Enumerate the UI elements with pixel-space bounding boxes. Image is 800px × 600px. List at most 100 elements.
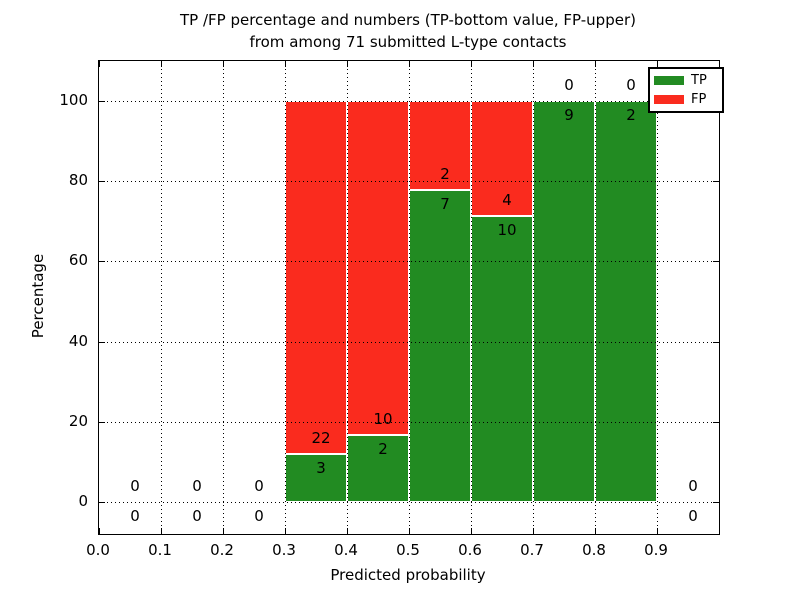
x-tick-mark-top — [223, 61, 224, 67]
x-tick-label: 0.5 — [396, 541, 420, 559]
y-tick-mark-right — [713, 502, 719, 503]
vertical-gridline — [223, 61, 224, 534]
bar-segment-tp — [409, 190, 471, 502]
tp-count-label: 10 — [497, 220, 517, 239]
chart-title-line1: TP /FP percentage and numbers (TP-bottom… — [180, 11, 636, 29]
x-tick-mark — [161, 528, 162, 534]
y-tick-mark — [99, 101, 105, 102]
x-tick-mark — [533, 528, 534, 534]
tp-count-label: 0 — [130, 507, 140, 526]
y-tick-mark-right — [713, 421, 719, 423]
x-tick-label: 0.8 — [582, 541, 606, 559]
x-tick-mark-top — [471, 61, 472, 67]
chart-title: TP /FP percentage and numbers (TP-bottom… — [98, 9, 718, 53]
vertical-gridline — [533, 61, 534, 534]
bar-segment-tp — [471, 215, 533, 502]
horizontal-gridline — [99, 421, 719, 423]
y-tick-mark — [99, 181, 105, 183]
x-tick-label: 0.2 — [210, 541, 234, 559]
fp-count-label: 10 — [373, 410, 393, 429]
vertical-gridline — [409, 61, 410, 534]
x-tick-label: 0.6 — [458, 541, 482, 559]
x-tick-mark-top — [347, 61, 348, 67]
x-tick-label: 0.3 — [272, 541, 296, 559]
y-tick-label: 40 — [68, 331, 88, 350]
x-tick-mark — [595, 528, 596, 534]
legend-label-tp: TP — [691, 73, 707, 88]
y-tick-mark — [99, 261, 105, 263]
x-tick-label: 0.1 — [148, 541, 172, 559]
y-tick-mark-right — [713, 261, 719, 263]
bar-segment-tp — [595, 101, 657, 502]
fp-count-label: 0 — [626, 75, 636, 94]
y-tick-mark — [99, 502, 105, 503]
fp-count-label: 0 — [192, 476, 202, 495]
fp-color-swatch — [654, 95, 684, 104]
x-tick-label: 0.9 — [644, 541, 668, 559]
y-tick-mark-right — [713, 341, 719, 343]
legend-item-fp: FP — [654, 92, 717, 107]
tp-count-label: 7 — [440, 195, 450, 214]
horizontal-gridline — [99, 101, 719, 102]
y-tick-mark-right — [713, 181, 719, 183]
tp-count-label: 2 — [378, 440, 388, 459]
y-tick-label: 60 — [68, 251, 88, 270]
y-axis-label: Percentage — [29, 253, 47, 339]
horizontal-gridline — [99, 502, 719, 503]
tp-count-label: 0 — [688, 507, 698, 526]
x-tick-mark-top — [409, 61, 410, 67]
x-tick-mark-top — [657, 61, 658, 67]
vertical-gridline — [657, 61, 658, 534]
vertical-gridline — [347, 61, 348, 534]
horizontal-gridline — [99, 181, 719, 183]
vertical-gridline — [161, 61, 162, 534]
x-tick-mark — [223, 528, 224, 534]
vertical-gridline — [471, 61, 472, 534]
bar-segment-fp — [285, 101, 347, 454]
tp-count-label: 9 — [564, 106, 574, 125]
y-tick-label: 0 — [78, 492, 88, 510]
bar-segment-tp — [285, 453, 347, 502]
tp-color-swatch — [654, 76, 684, 85]
tp-count-label: 0 — [254, 507, 264, 526]
y-tick-label: 20 — [68, 411, 88, 430]
x-tick-mark — [99, 528, 100, 534]
x-axis-label: Predicted probability — [330, 566, 486, 584]
x-tick-mark-top — [595, 61, 596, 67]
x-tick-mark-top — [99, 61, 100, 67]
fp-count-label: 22 — [311, 428, 331, 447]
vertical-gridline — [595, 61, 596, 534]
y-tick-mark — [99, 341, 105, 343]
tp-count-label: 3 — [316, 458, 326, 477]
bar-segment-fp — [347, 101, 409, 436]
chart-title-line2: from among 71 submitted L-type contacts — [249, 33, 567, 51]
plot-area: TP FP 0 0 0 0 0 0 22 3 10 2 2 7 4 10 0 9 0 2 0 0 — [98, 60, 724, 535]
tp-count-label: 0 — [192, 507, 202, 526]
x-tick-mark-top — [161, 61, 162, 67]
x-tick-mark — [409, 528, 410, 534]
bar-segment-tp — [347, 435, 409, 502]
horizontal-gridline — [99, 341, 719, 343]
x-tick-mark-top — [285, 61, 286, 67]
x-tick-mark — [347, 528, 348, 534]
y-tick-label: 100 — [59, 91, 88, 109]
x-tick-mark — [285, 528, 286, 534]
fp-count-label: 2 — [440, 165, 450, 184]
legend-item-tp: TP — [654, 73, 717, 88]
y-tick-label: 80 — [68, 171, 88, 190]
legend-label-fp: FP — [691, 92, 707, 107]
x-tick-label: 0.4 — [334, 541, 358, 559]
bar-segment-tp — [533, 101, 595, 502]
horizontal-gridline — [99, 261, 719, 263]
x-tick-label: 0.0 — [86, 541, 110, 559]
fp-count-label: 0 — [564, 75, 574, 94]
y-tick-mark — [99, 421, 105, 423]
x-tick-mark-top — [533, 61, 534, 67]
x-tick-label: 0.7 — [520, 541, 544, 559]
vertical-gridline — [285, 61, 286, 534]
legend: TP FP — [648, 67, 724, 113]
bar-segment-fp — [471, 101, 533, 216]
fp-count-label: 0 — [130, 476, 140, 495]
fp-count-label: 0 — [688, 476, 698, 495]
